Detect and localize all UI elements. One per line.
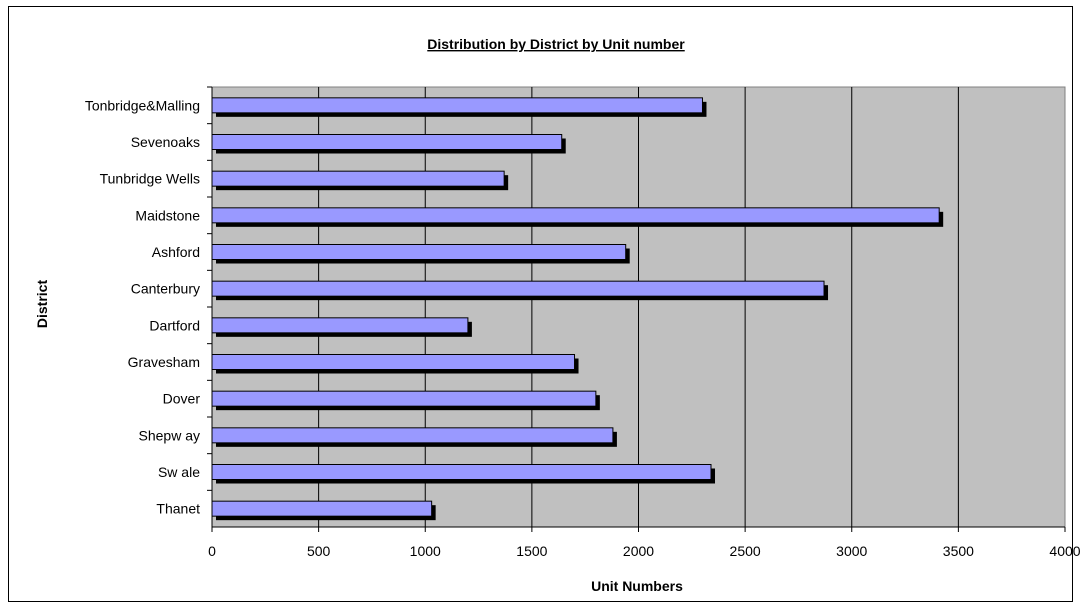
bar (211, 464, 712, 480)
bar (211, 280, 825, 297)
bar (211, 317, 469, 334)
bars (211, 97, 944, 521)
y-tick-label: Sw ale (158, 464, 200, 480)
x-tick-label: 3000 (836, 543, 867, 559)
y-tick-label: Thanet (156, 501, 200, 517)
bar (211, 427, 614, 444)
y-tick-label: Tonbridge&Malling (85, 97, 200, 113)
x-tick-label: 2000 (623, 543, 654, 559)
bar (211, 134, 563, 150)
bar (211, 500, 433, 517)
bar (211, 244, 627, 260)
y-tick-label: Ashford (152, 244, 200, 260)
y-tick-label: Shepw ay (139, 427, 200, 443)
chart-title: Distribution by District by Unit number (427, 36, 685, 52)
x-tick-label: 3500 (943, 543, 974, 559)
x-tick-label: 2500 (730, 543, 761, 559)
y-tick-label: Tunbridge Wells (100, 171, 200, 187)
x-tick-labels: 0 500 1000 1500 2000 2500 3000 3500 4000 (208, 527, 1081, 559)
y-tick-label: Dartford (149, 317, 200, 333)
x-tick-label: 500 (307, 543, 331, 559)
x-axis-title: Unit Numbers (591, 578, 683, 594)
y-tick-label: Gravesham (128, 354, 200, 370)
y-tick-label: Sevenoaks (131, 134, 200, 150)
x-tick-label: 0 (208, 543, 216, 559)
y-tick-label: Dover (163, 391, 201, 407)
gridlines (318, 87, 959, 527)
bar (211, 170, 505, 187)
x-tick-label: 1500 (516, 543, 547, 559)
y-axis-title: District (34, 280, 50, 329)
bar (211, 97, 703, 114)
bar (211, 207, 940, 224)
y-tick-label: Canterbury (131, 281, 200, 297)
x-tick-label: 4000 (1049, 543, 1080, 559)
x-tick-label: 1000 (410, 543, 441, 559)
bar (211, 354, 576, 370)
bar (211, 390, 597, 407)
y-tick-labels: Tonbridge&Malling Sevenoaks Tunbridge Well… (85, 86, 212, 517)
y-tick-label: Maidstone (135, 207, 200, 223)
